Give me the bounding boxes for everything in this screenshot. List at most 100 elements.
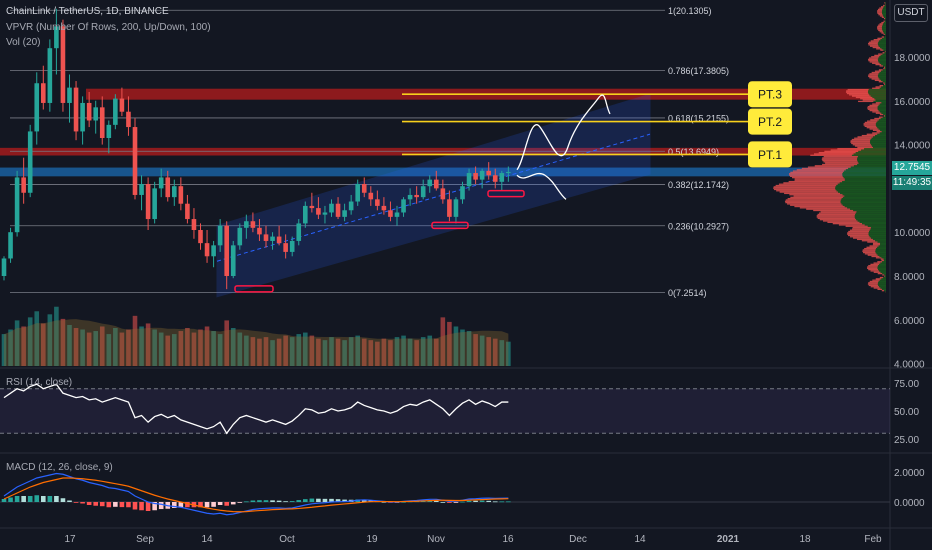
fib-level-label: 0.5(13.6949) — [668, 147, 719, 157]
macd-histogram-bar — [401, 501, 406, 503]
time-axis-label: 14 — [634, 534, 646, 545]
macd-histogram-bar — [309, 498, 315, 502]
volume-bar — [217, 334, 223, 366]
volume-profile-bar — [862, 222, 886, 225]
macd-histogram-bar — [303, 499, 308, 502]
volume-bar — [191, 332, 197, 366]
volume-profile-bar — [816, 215, 855, 217]
volume-bar — [21, 326, 26, 366]
volume-profile-bar — [870, 226, 886, 229]
candle-body — [257, 227, 262, 235]
candle-body — [198, 230, 203, 244]
volume-profile-bar — [872, 87, 880, 89]
fib-level-label: 0.382(12.1742) — [668, 180, 729, 190]
volume-profile-bar — [877, 288, 883, 291]
volume-profile-bar — [884, 33, 886, 36]
volume-profile-bar — [877, 107, 886, 109]
volume-indicator-label[interactable]: Vol (20) — [6, 37, 41, 48]
candle-body — [113, 98, 118, 125]
volume-bar — [237, 332, 243, 366]
volume-profile-bar — [844, 178, 886, 180]
volume-profile-bar — [868, 268, 879, 271]
volume-profile-bar — [883, 21, 886, 24]
time-axis-label: 18 — [799, 534, 811, 545]
volume-profile-bar — [843, 176, 886, 179]
candle-body — [407, 194, 413, 200]
volume-profile-bar — [881, 130, 886, 133]
low-marker — [431, 221, 469, 230]
time-axis-label: 19 — [366, 534, 378, 545]
volume-profile-bar — [878, 268, 886, 271]
volume-profile-bar — [869, 73, 879, 75]
candle-body — [54, 26, 59, 49]
macd-label[interactable]: MACD (12, 26, close, 9) — [6, 462, 113, 473]
volume-profile-bar — [864, 148, 886, 150]
candle-body — [322, 212, 328, 215]
channel-midline — [216, 133, 651, 262]
vpvr-indicator-label[interactable]: VPVR (Number Of Rows, 200, Up/Down, 100) — [6, 22, 211, 33]
rsi-label[interactable]: RSI (14, close) — [6, 377, 73, 388]
macd-histogram-bar — [244, 501, 249, 503]
symbol-title[interactable]: ChainLink / TetherUS, 1D, BINANCE — [6, 6, 169, 17]
volume-profile-bar — [864, 121, 877, 124]
volume-profile-bar — [878, 29, 883, 32]
volume-profile-bar — [857, 155, 886, 158]
macd-histogram-bar — [185, 502, 190, 508]
volume-profile-bar — [881, 70, 886, 72]
volume-bar — [348, 337, 354, 366]
volume-profile-bar — [879, 255, 886, 258]
currency-unit-badge[interactable]: USDT — [894, 4, 928, 22]
volume-profile-bar — [854, 137, 872, 139]
volume-profile-bar — [880, 49, 884, 51]
volume-profile-bar — [882, 10, 886, 12]
volume-profile-bar — [882, 116, 886, 118]
target-box — [748, 141, 792, 168]
volume-profile-bar — [872, 244, 881, 246]
volume-profile-bar — [869, 94, 886, 96]
candle-body — [263, 234, 269, 241]
volume-profile-bar — [885, 83, 886, 85]
volume-profile-bar — [857, 238, 873, 241]
candle-body — [492, 175, 498, 182]
volume-profile-bar — [880, 79, 886, 82]
volume-profile-bar — [870, 95, 886, 97]
volume-profile-bar — [883, 276, 886, 279]
volume-profile-bar — [877, 106, 886, 108]
volume-profile-bar — [882, 29, 886, 32]
volume-bar — [54, 306, 59, 366]
macd-histogram-bar — [106, 502, 112, 508]
volume-profile-bar — [870, 270, 880, 272]
volume-bar — [132, 315, 138, 366]
volume-profile-bar — [875, 134, 886, 137]
volume-profile-bar — [879, 286, 886, 288]
volume-profile-bar — [868, 60, 879, 62]
volume-profile-bar — [883, 259, 886, 262]
volume-profile-bar — [877, 266, 886, 268]
macd-histogram-bar — [27, 496, 33, 502]
volume-profile-bar — [878, 73, 886, 75]
volume-profile-bar — [794, 205, 845, 208]
volume-bar — [106, 334, 112, 366]
volume-profile-bar — [855, 96, 873, 99]
macd-histogram-bar — [460, 501, 465, 503]
macd-histogram-bar — [86, 502, 92, 505]
volume-profile-bar — [867, 283, 878, 285]
volume-profile-bar — [779, 191, 839, 193]
volume-profile-bar — [867, 241, 878, 243]
candle-body — [499, 173, 505, 182]
volume-profile-bar — [875, 123, 886, 125]
candle-body — [73, 87, 79, 132]
volume-profile-bar — [883, 6, 886, 8]
macd-histogram-bar — [263, 500, 269, 502]
candle-body — [316, 208, 321, 215]
volume-profile-bar — [885, 275, 886, 277]
candle-body — [99, 107, 105, 138]
volume-profile-bar — [879, 65, 884, 67]
macd-histogram-bar — [172, 502, 177, 508]
volume-bar — [204, 326, 210, 366]
volume-profile-bar — [868, 58, 878, 61]
volume-bar — [198, 329, 203, 366]
volume-profile-bar — [883, 258, 886, 260]
